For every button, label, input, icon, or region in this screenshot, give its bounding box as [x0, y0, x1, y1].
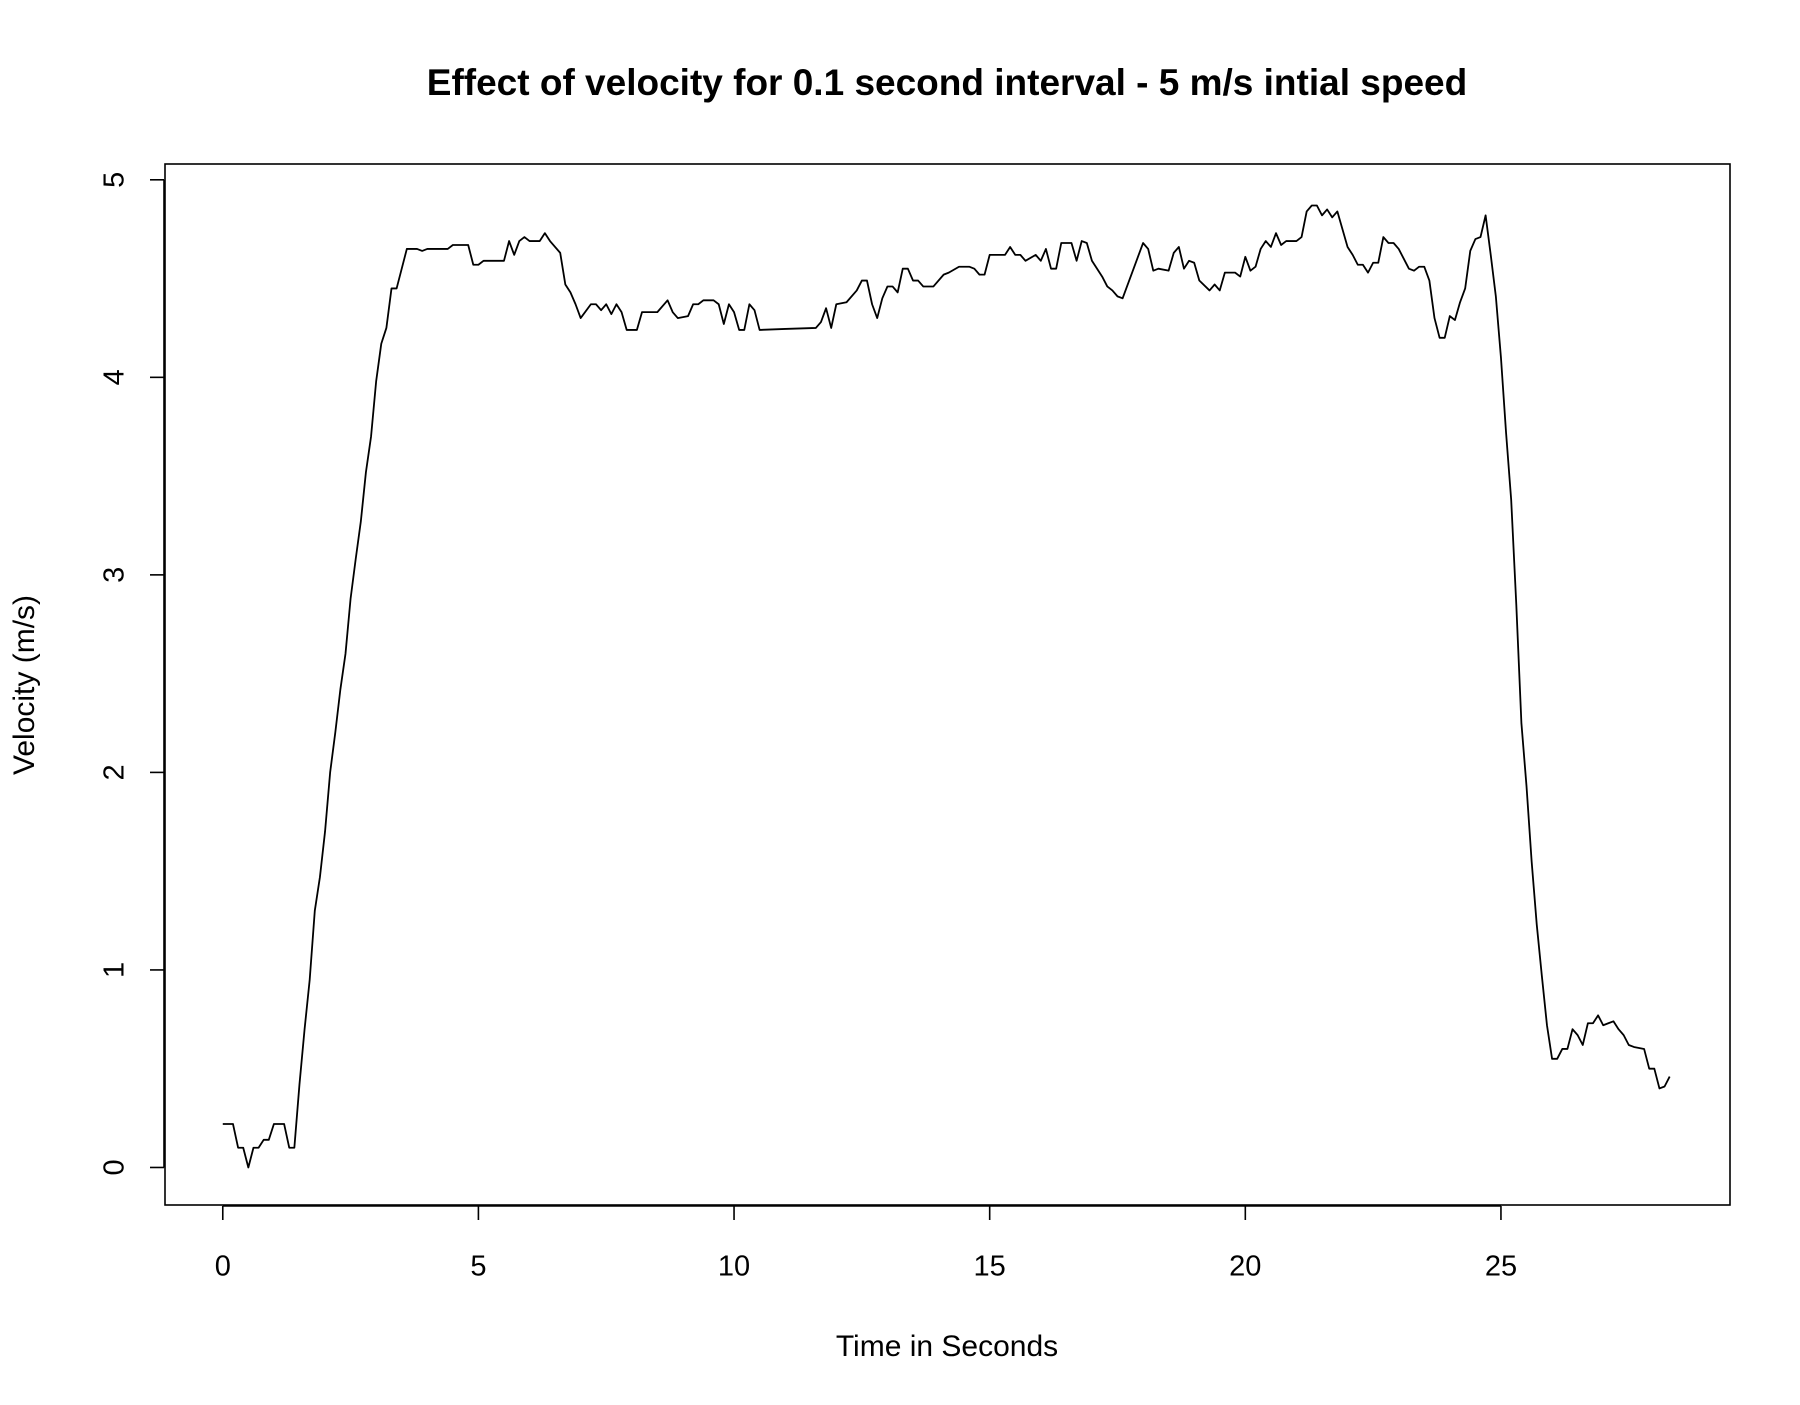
chart-title: Effect of velocity for 0.1 second interv…: [427, 62, 1467, 103]
y-tick-label: 1: [99, 962, 131, 978]
y-tick-label: 4: [99, 369, 131, 385]
x-tick-label: 25: [1485, 1251, 1517, 1283]
x-axis-label: Time in Seconds: [836, 1330, 1058, 1363]
data-line: [222, 204, 1671, 1169]
x-tick-label: 15: [974, 1251, 1006, 1283]
y-tick-label: 3: [99, 567, 131, 583]
y-tick-label: 2: [99, 764, 131, 780]
x-tick-label: 10: [718, 1251, 750, 1283]
y-axis-label: Velocity (m/s): [8, 595, 41, 775]
y-tick-label: 5: [99, 172, 131, 188]
x-tick-label: 0: [215, 1251, 231, 1283]
x-tick-label: 5: [470, 1251, 486, 1283]
plot-frame: [164, 163, 1731, 1206]
x-tick-label: 20: [1229, 1251, 1261, 1283]
y-tick-label: 0: [99, 1159, 131, 1175]
